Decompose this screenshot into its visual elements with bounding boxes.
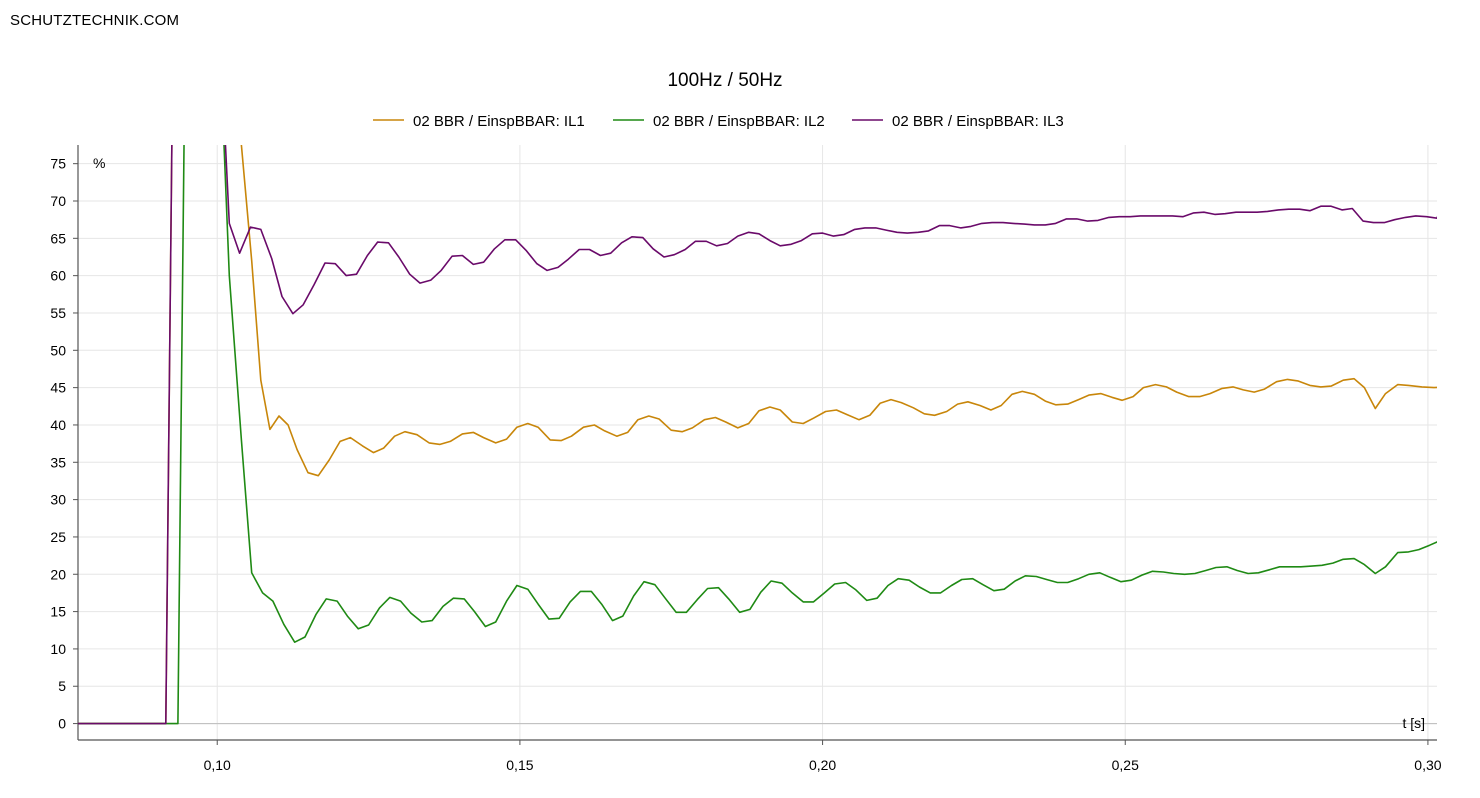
x-tick-label: 0,15 [506, 757, 533, 773]
series-line [78, 145, 1437, 725]
series-line [78, 145, 1437, 725]
y-tick-label: 70 [50, 193, 66, 209]
x-tick-label: 0,25 [1112, 757, 1139, 773]
y-tick-label: 5 [58, 678, 66, 694]
y-tick-label: 25 [50, 529, 66, 545]
y-tick-label: 10 [50, 641, 66, 657]
y-tick-label: 75 [50, 156, 66, 172]
y-tick-label: 55 [50, 305, 66, 321]
y-tick-label: 40 [50, 417, 66, 433]
legend-label: 02 BBR / EinspBBAR: IL1 [413, 113, 585, 130]
chart-title: 100Hz / 50Hz [667, 70, 782, 91]
plot-area [78, 145, 1437, 725]
y-tick-label: 65 [50, 230, 66, 246]
legend-label: 02 BBR / EinspBBAR: IL2 [653, 113, 825, 130]
y-tick-label: 35 [50, 454, 66, 470]
y-tick-label: 0 [58, 716, 66, 732]
y-tick-label: 15 [50, 604, 66, 620]
y-tick-label: 20 [50, 566, 66, 582]
x-tick-label: 0,10 [204, 757, 231, 773]
x-axis-label: t [s] [1402, 715, 1425, 731]
y-axis-label: % [93, 155, 105, 171]
y-tick-label: 50 [50, 342, 66, 358]
series-line [78, 145, 1437, 725]
x-tick-label: 0,30 [1414, 757, 1441, 773]
y-tick-label: 60 [50, 268, 66, 284]
x-tick-label: 0,20 [809, 757, 836, 773]
y-tick-label: 45 [50, 380, 66, 396]
legend-label: 02 BBR / EinspBBAR: IL3 [892, 113, 1064, 130]
watermark-logo: SCHUTZTECHNIK.COM [10, 12, 180, 29]
y-tick-label: 30 [50, 492, 66, 508]
